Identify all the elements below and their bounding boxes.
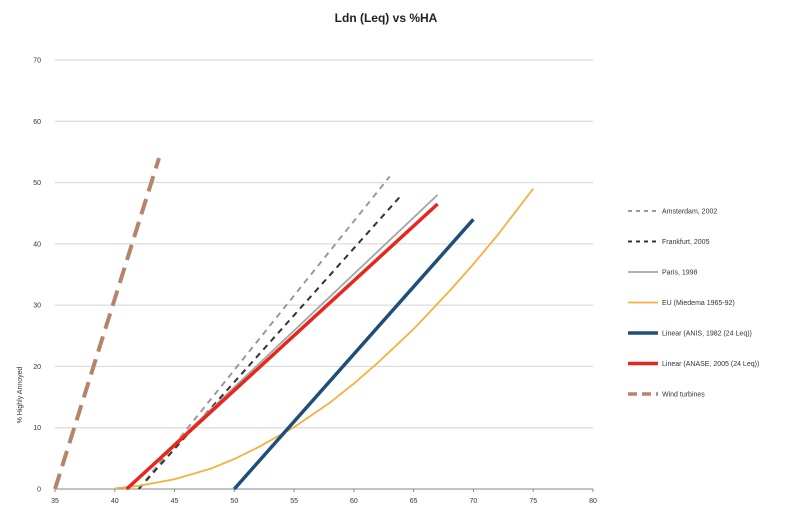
x-tick-label: 45: [171, 498, 179, 505]
x-tick-label: 80: [589, 498, 597, 505]
y-tick-label: 40: [33, 241, 41, 248]
y-tick-label: 50: [33, 180, 41, 187]
y-axis-label: % Highly Annoyed: [17, 366, 24, 423]
x-tick-label: 65: [410, 498, 418, 505]
legend-label-6: Linear (ANASE, 2005 (24 Leq)): [662, 361, 759, 368]
legend-label-2: Frankfurt, 2005: [662, 239, 710, 246]
legend-label-3: Paris, 1998: [662, 270, 698, 277]
series-line-6: [125, 202, 439, 491]
x-tick-label: 35: [51, 498, 59, 505]
y-tick-label: 60: [33, 119, 41, 126]
y-tick-label: 0: [37, 487, 41, 494]
x-tick-label: 70: [470, 498, 478, 505]
legend-label-4: EU (Miedema 1965-92): [662, 300, 735, 307]
x-tick-label: 40: [111, 498, 119, 505]
axis-layer: 0 10 20 30 40 50 60 70 35 40 45 50 55 60 65 70 75 80: [33, 58, 597, 506]
y-tick-label: 20: [33, 364, 41, 371]
series-line-2: [137, 194, 403, 490]
x-tick-label: 60: [350, 498, 358, 505]
series-layer: [53, 157, 534, 491]
series-line-4: [114, 188, 534, 490]
legend: Amsterdam, 2002 Frankfurt, 2005 Paris, 199…: [628, 209, 759, 399]
x-tick-label: 55: [290, 498, 298, 505]
series-line-7: [53, 157, 161, 490]
y-tick-label: 10: [33, 425, 41, 432]
legend-label-1: Amsterdam, 2002: [662, 209, 717, 216]
chart-title: Ldn (Leq) vs %HA: [335, 11, 438, 25]
y-tick-label: 30: [33, 303, 41, 310]
legend-label-5: Linear (ANIS, 1982 (24 Leq)): [662, 331, 752, 338]
legend-label-7: Wind turbines: [662, 392, 705, 399]
x-tick-label: 75: [529, 498, 537, 505]
grid-layer: [55, 59, 593, 490]
series-line-5: [232, 218, 475, 491]
y-tick-label: 70: [33, 58, 41, 65]
x-tick-label: 50: [230, 498, 238, 505]
